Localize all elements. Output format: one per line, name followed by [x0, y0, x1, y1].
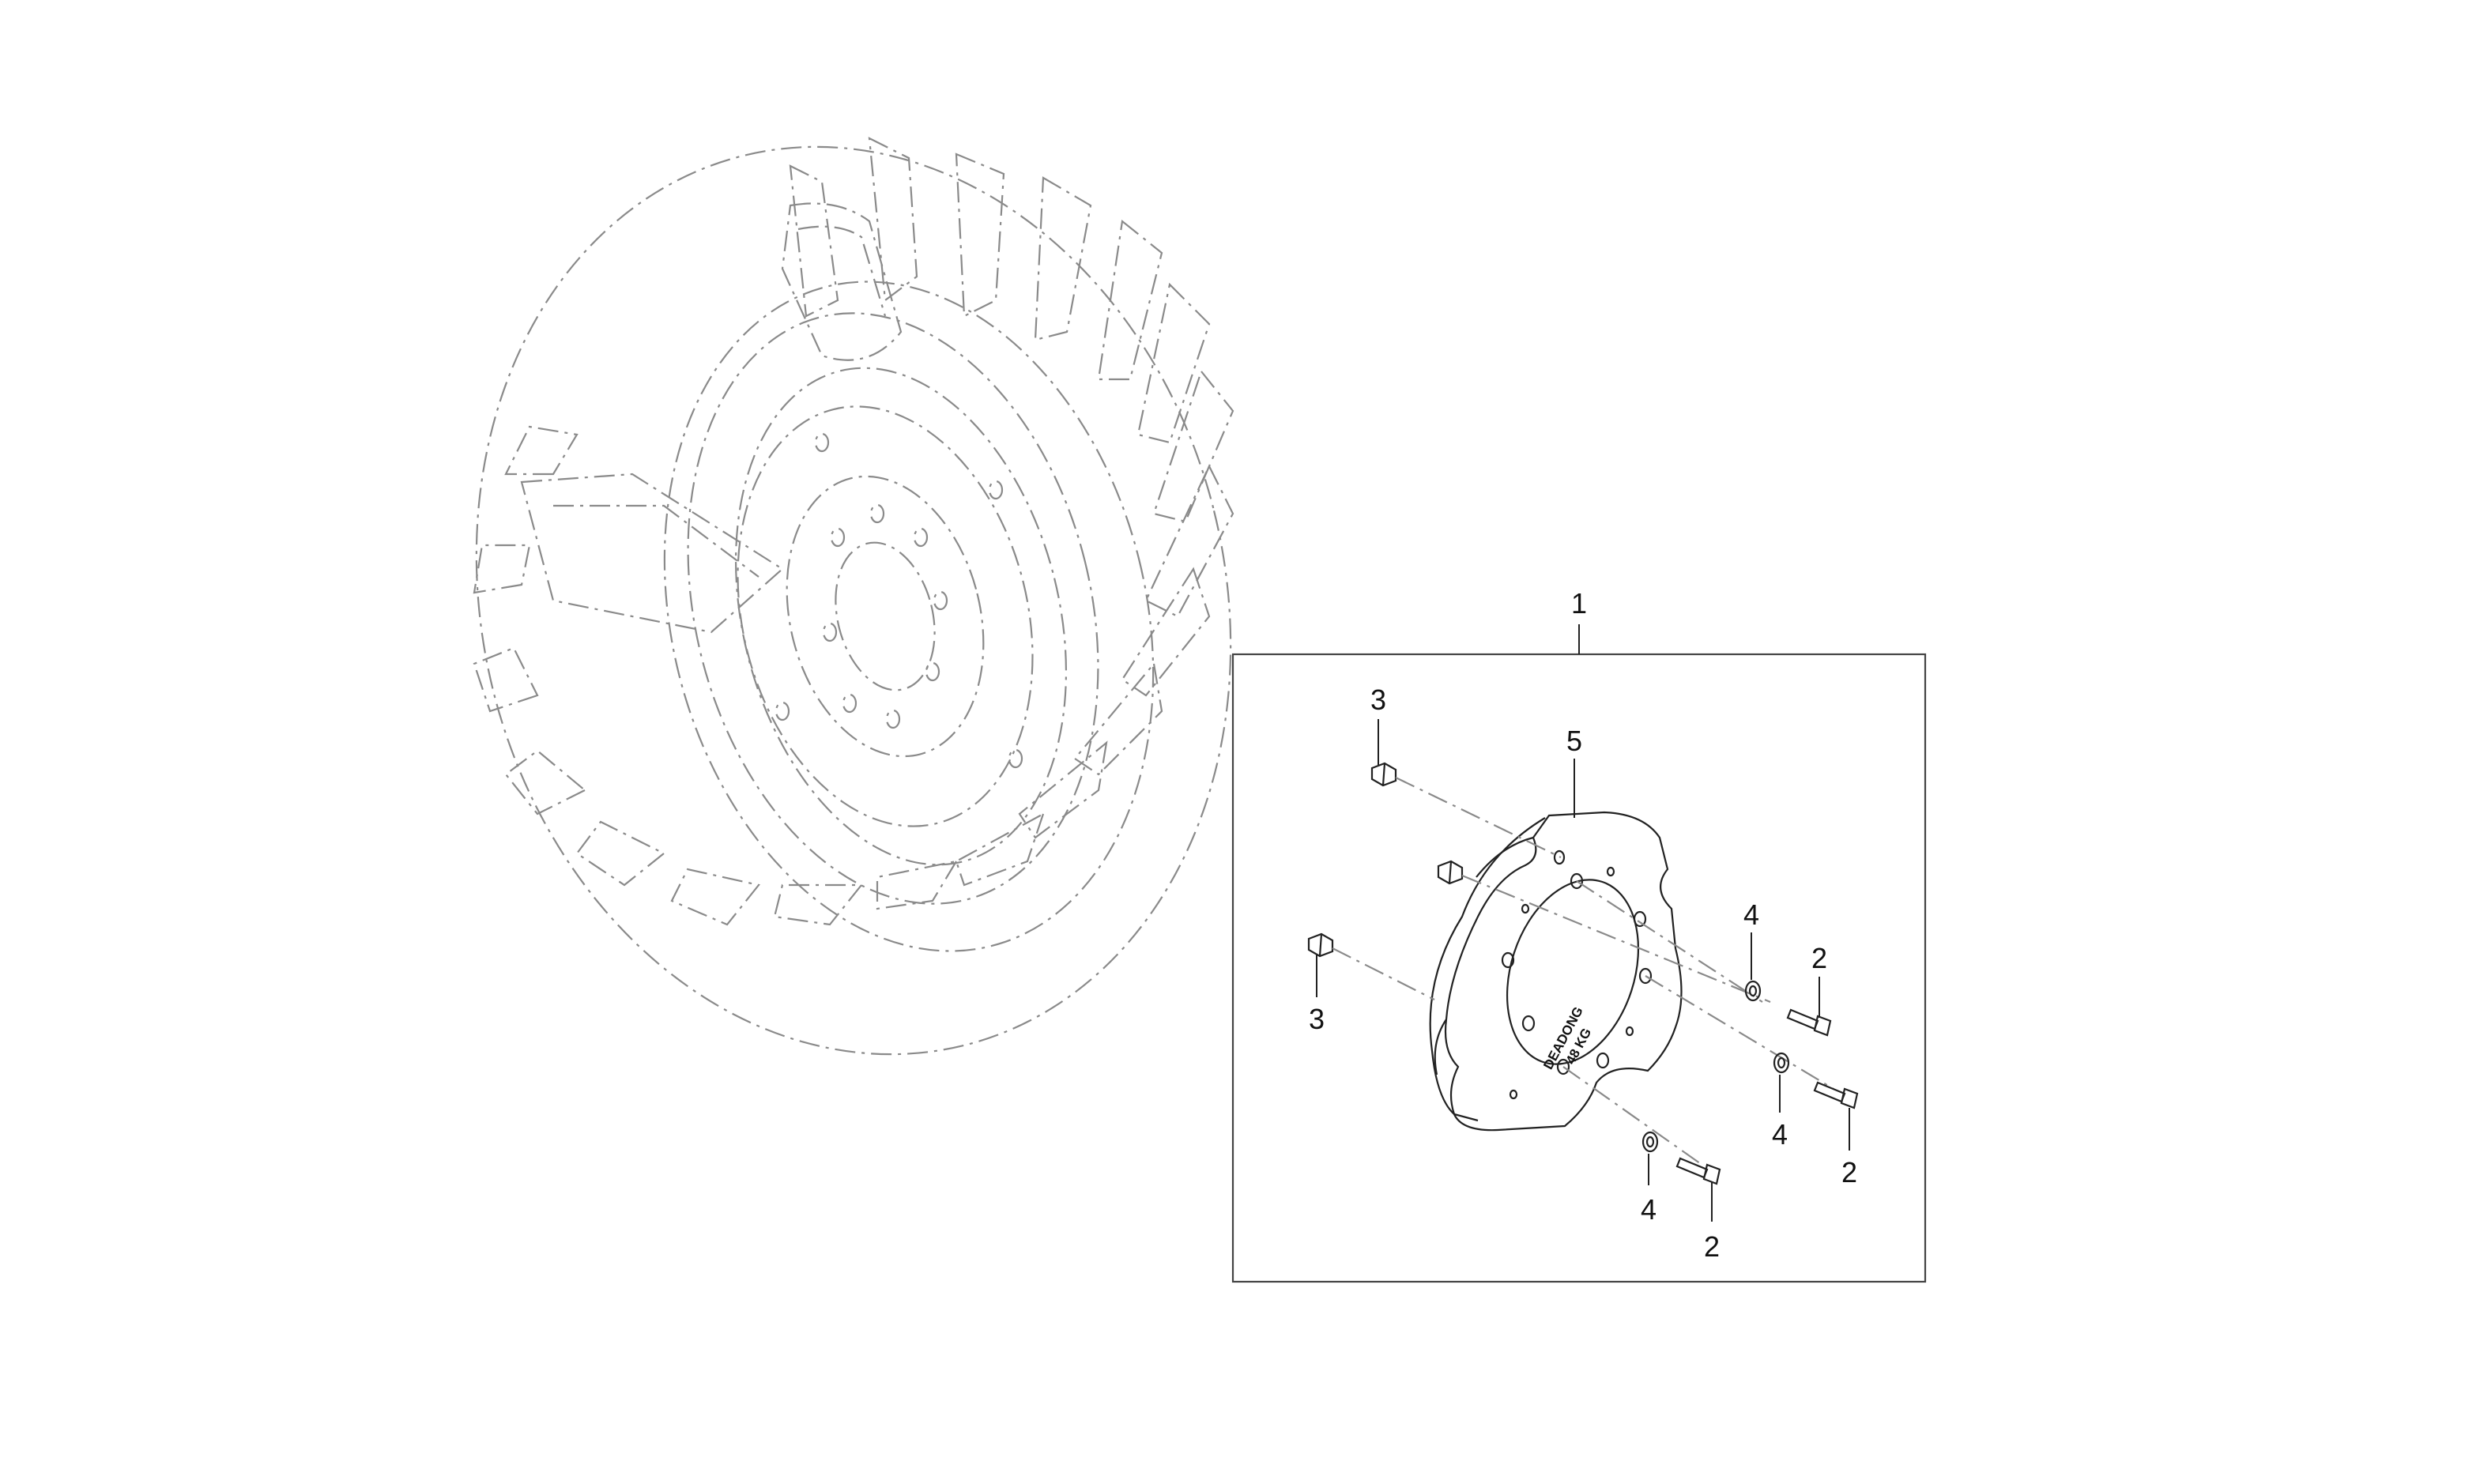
bolt-b [1813, 1081, 1859, 1109]
washer-a [1744, 980, 1762, 1002]
tread-lugs [473, 137, 1234, 926]
callout-weight-plate: 5 [1566, 725, 1582, 757]
callout-kit: 1 [1571, 587, 1587, 620]
plate-center-bore [1506, 879, 1640, 1065]
callout-nut-left: 3 [1309, 1003, 1325, 1035]
washer-c [1641, 1131, 1659, 1153]
left-lug [520, 473, 784, 634]
callout-bolt-a: 2 [1811, 942, 1827, 974]
callout-washer-a: 4 [1743, 898, 1759, 931]
top-lug [781, 202, 903, 361]
callout-washer-b: 4 [1772, 1118, 1788, 1151]
washer-b [1773, 1052, 1790, 1074]
weight-plate: DEADONG 48 KG [1429, 811, 1683, 1132]
callout-bolt-b: 2 [1841, 1156, 1857, 1188]
bolt-c [1675, 1157, 1721, 1185]
callout-bolt-c: 2 [1704, 1230, 1720, 1263]
plate-bolt-holes [1501, 849, 1653, 1100]
nut-left [1307, 932, 1334, 958]
bolt-a [1786, 1008, 1832, 1037]
callout-washer-c: 4 [1641, 1193, 1657, 1226]
rim-bolt-holes [775, 432, 1023, 769]
nut-mid [1437, 860, 1464, 885]
assembly-axes [1332, 777, 1834, 1166]
callout-nut-top: 3 [1370, 684, 1386, 716]
nut-top [1370, 762, 1397, 787]
reference-wheel [473, 137, 1234, 1056]
